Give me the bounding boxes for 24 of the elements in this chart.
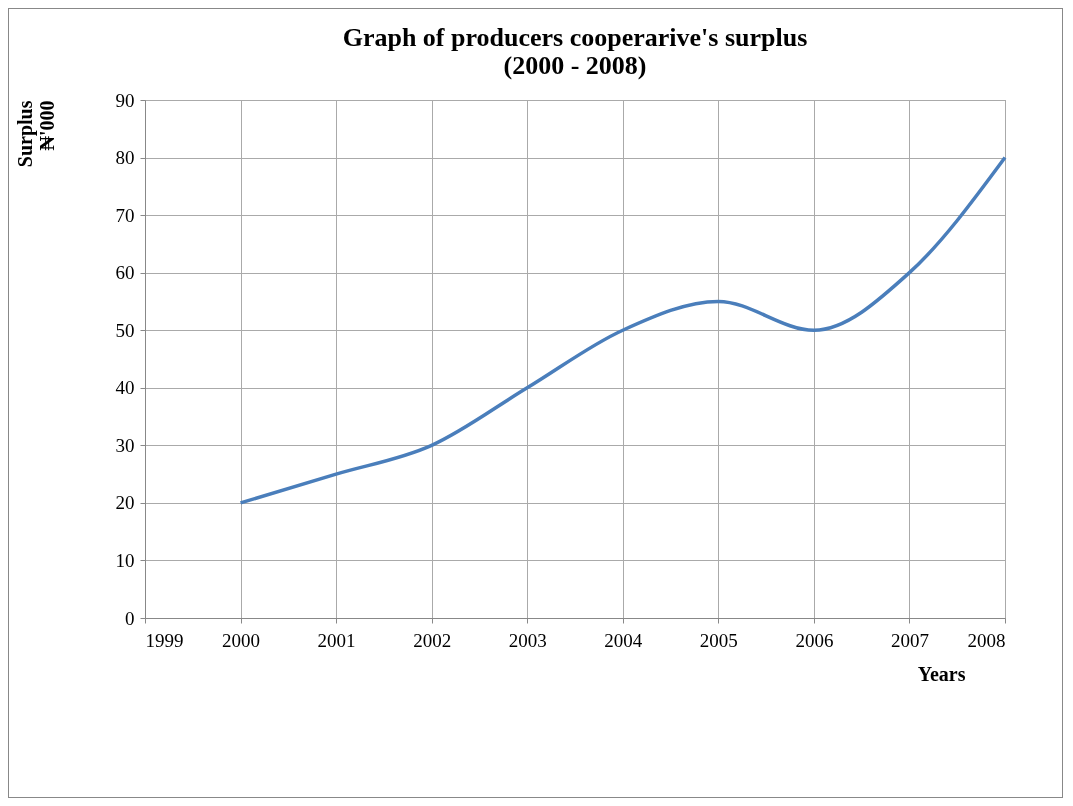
y-tick-label: 0	[125, 607, 135, 629]
y-tick-label: 60	[115, 262, 135, 284]
x-tick-label: 2003	[508, 629, 547, 651]
x-tick-label: 1999	[145, 629, 184, 651]
y-axis-title: Surplus ₦'000	[13, 100, 58, 168]
y-tick-label: 10	[115, 549, 135, 571]
x-tick-label: 2004	[604, 629, 643, 651]
x-tick-label: 2002	[413, 629, 452, 651]
x-axis-title: Years	[917, 662, 966, 685]
chart-title: Graph of producers cooperarive's surplus (2000 - 2008)	[342, 23, 808, 80]
y-tick-label: 80	[115, 147, 135, 169]
x-tick-label: 2000	[222, 629, 261, 651]
line-series	[238, 155, 1007, 505]
x-tick-label: 2008	[967, 629, 1006, 651]
x-tick-label: 2005	[699, 629, 738, 651]
y-tick-label: 20	[115, 492, 135, 514]
y-tick-label: 90	[115, 89, 135, 111]
y-tick-label: 70	[115, 204, 135, 226]
x-tick-label: 2006	[795, 629, 834, 651]
y-tick-label: 50	[115, 319, 135, 341]
x-tick-label: 2007	[890, 629, 929, 651]
y-tick-label: 40	[115, 377, 135, 399]
x-tick-label: 2001	[317, 629, 356, 651]
y-tick-label: 30	[115, 434, 135, 456]
